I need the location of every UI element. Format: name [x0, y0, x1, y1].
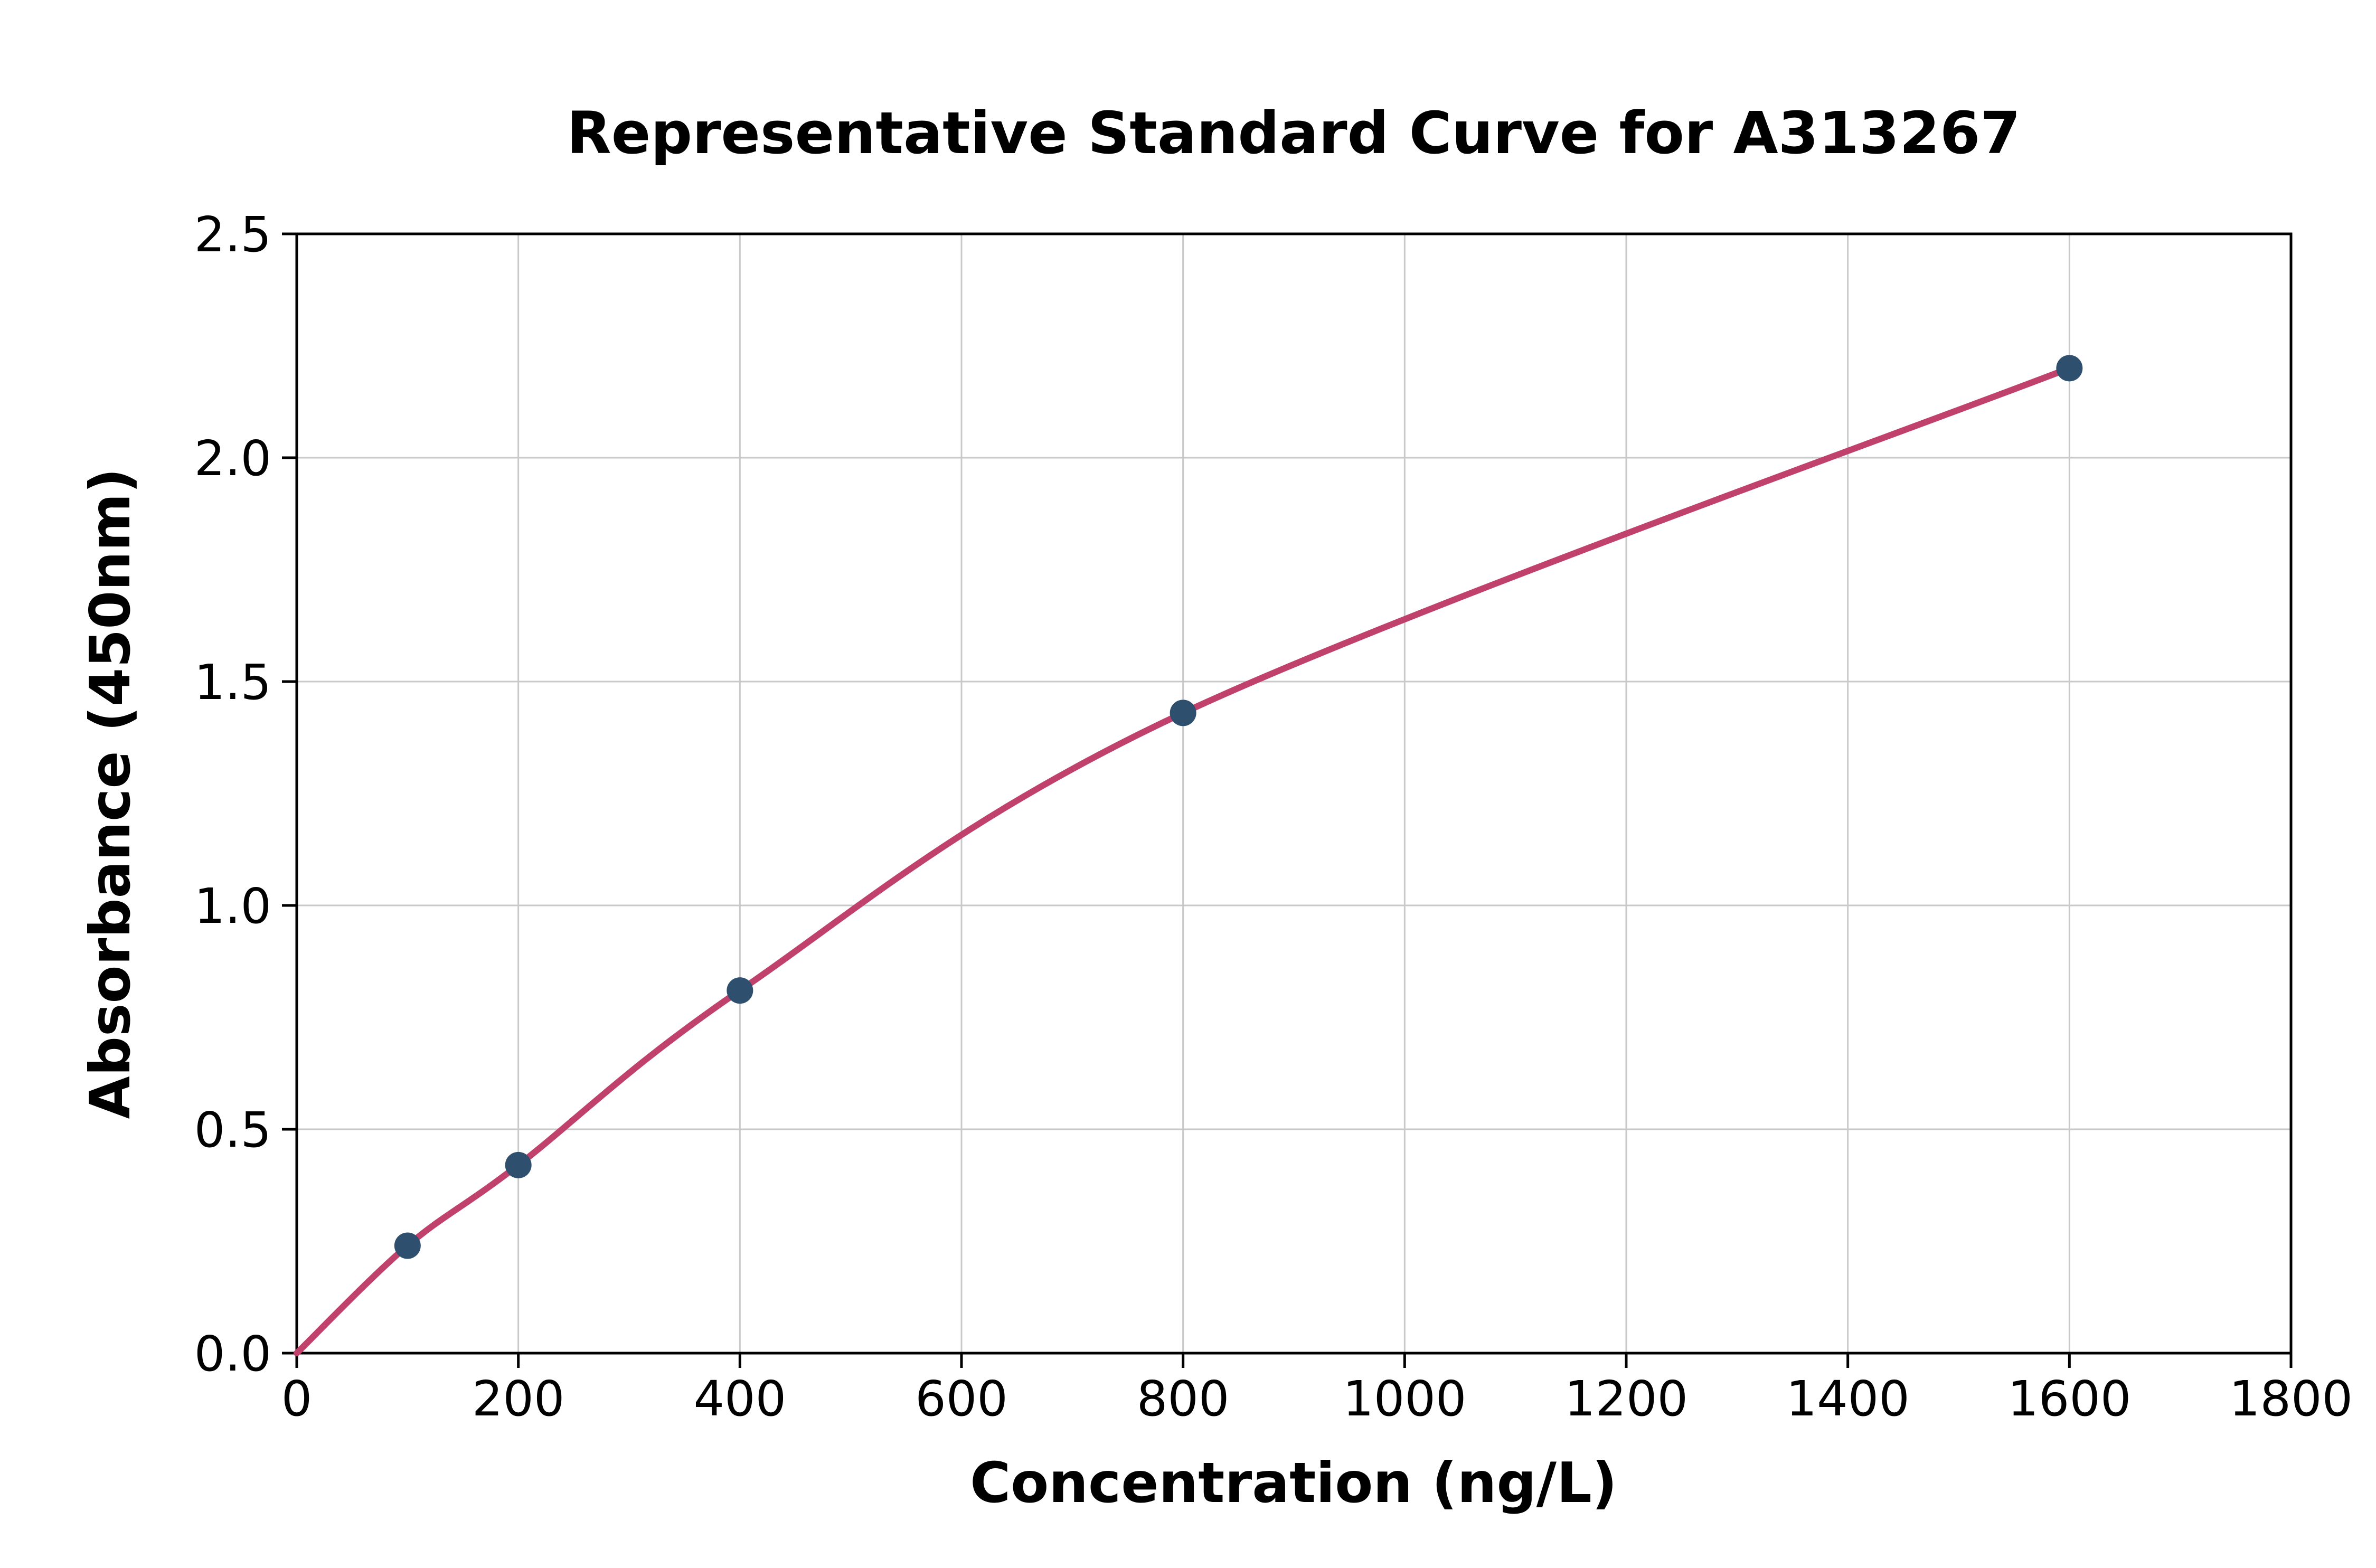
chart-title: Representative Standard Curve for A31326… [567, 99, 2021, 167]
tick-label-layer: 0 200 400 600 800 1000 1200 1400 1600 1800 0.0 0.5 1… [194, 206, 2353, 1427]
data-point [505, 1151, 532, 1178]
y-tick-label: 0.0 [194, 1326, 271, 1382]
data-point [727, 977, 753, 1004]
axes-layer [282, 232, 2293, 1368]
x-tick-label: 600 [915, 1371, 1008, 1427]
y-axis-label: Absorbance (450nm) [78, 468, 143, 1119]
x-tick-label: 1600 [2007, 1371, 2131, 1427]
y-tick-label: 2.5 [194, 206, 271, 263]
x-tick-label: 1200 [1564, 1371, 1688, 1427]
x-tick-label: 0 [281, 1371, 313, 1427]
x-tick-label: 800 [1137, 1371, 1230, 1427]
y-tick-label: 1.0 [194, 878, 271, 934]
y-tick-label: 2.0 [194, 430, 271, 487]
plot-layer [294, 355, 2083, 1356]
y-tick-label: 1.5 [194, 654, 271, 711]
data-point [2056, 355, 2083, 382]
x-tick-label: 200 [472, 1371, 565, 1427]
x-tick-label: 1800 [2229, 1371, 2353, 1427]
data-point [394, 1232, 421, 1259]
x-axis-label: Concentration (ng/L) [970, 1451, 1617, 1515]
grid-layer [296, 233, 2292, 1354]
plot-border [295, 232, 2293, 1355]
fitted-curve [294, 365, 2073, 1356]
x-tick-label: 400 [694, 1371, 787, 1427]
data-point [1170, 700, 1196, 726]
y-tick-label: 0.5 [194, 1102, 271, 1158]
x-tick-label: 1400 [1786, 1371, 1910, 1427]
x-tick-label: 1000 [1343, 1371, 1466, 1427]
